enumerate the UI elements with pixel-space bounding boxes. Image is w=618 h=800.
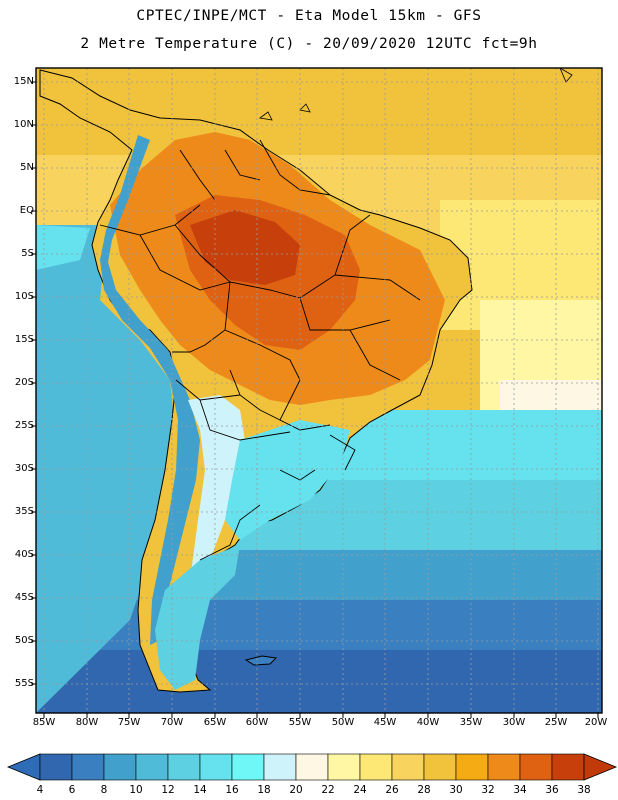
colorbar-cell-22-24 — [327, 753, 361, 781]
colorbar-label-22: 22 — [321, 784, 335, 796]
lat-label-eq: EQ — [19, 205, 34, 216]
colorbar-cell-26-28 — [391, 753, 425, 781]
caribbean-islands — [259, 68, 573, 121]
pampas-cool-field — [225, 420, 350, 540]
colorbar-label-20: 20 — [289, 784, 303, 796]
lon-label-40w: 40W — [416, 717, 440, 728]
lat-label-15s: 15S — [14, 334, 34, 345]
country-borders — [99, 139, 421, 561]
map-title: CPTEC/INPE/MCT - Eta Model 15km - GFS — [136, 8, 482, 24]
lon-label-85w: 85W — [32, 717, 56, 728]
lon-label-20w: 20W — [584, 717, 608, 728]
lat-label-30s: 30S — [14, 463, 34, 474]
pacific-cold-field — [36, 225, 175, 713]
map-subtitle: 2 Metre Temperature (C) - 20/09/2020 12U… — [80, 36, 538, 52]
lat-label-45s: 45S — [14, 592, 34, 603]
ocean-field-south-3 — [36, 650, 602, 713]
colorbar-label-8: 8 — [100, 784, 108, 796]
andes-cold-strip — [100, 135, 200, 645]
andes-cool-strip — [188, 395, 245, 600]
falklands-land — [244, 655, 278, 666]
lat-label-5s: 5S — [21, 248, 34, 259]
lon-label-45w: 45W — [373, 717, 397, 728]
colorbar-cell-24-26 — [359, 753, 393, 781]
graticule — [36, 68, 602, 713]
lon-label-50w: 50W — [331, 717, 355, 728]
colorbar-label-18: 18 — [257, 784, 271, 796]
lat-label-55s: 55S — [14, 678, 34, 689]
lon-label-65w: 65W — [203, 717, 227, 728]
colorbar-label-36: 36 — [545, 784, 559, 796]
colorbar-label-28: 28 — [417, 784, 431, 796]
lat-label-10s: 10S — [14, 291, 34, 302]
colorbar-cell-10-12 — [135, 753, 169, 781]
colorbar-cell-4-6 — [39, 753, 73, 781]
lon-label-70w: 70W — [160, 717, 184, 728]
extreme-hot-core — [190, 210, 300, 285]
pacific-cool-field — [36, 225, 90, 270]
lat-label-35s: 35S — [14, 506, 34, 517]
colorbar-label-30: 30 — [449, 784, 463, 796]
colorbar-low-arrow — [6, 753, 41, 781]
lat-label-15n: 15N — [13, 76, 34, 87]
lon-label-25w: 25W — [544, 717, 568, 728]
colorbar-cell-34-36 — [519, 753, 553, 781]
lat-label-40s: 40S — [14, 549, 34, 560]
colorbar-cell-6-8 — [71, 753, 105, 781]
colorbar-cell-20-22 — [295, 753, 329, 781]
colorbar-label-10: 10 — [129, 784, 143, 796]
colorbar-label-32: 32 — [481, 784, 495, 796]
colorbar-label-34: 34 — [513, 784, 527, 796]
colorbar-cell-32-34 — [487, 753, 521, 781]
lon-label-60w: 60W — [245, 717, 269, 728]
axis-ticks — [31, 81, 599, 718]
colorbar-label-26: 26 — [385, 784, 399, 796]
colorbar-label-16: 16 — [225, 784, 239, 796]
colorbar-label-4: 4 — [36, 784, 44, 796]
colorbar-cell-36-38 — [551, 753, 585, 781]
lon-label-80w: 80W — [75, 717, 99, 728]
lat-label-20s: 20S — [14, 377, 34, 388]
colorbar — [6, 753, 618, 781]
lon-label-75w: 75W — [117, 717, 141, 728]
lat-label-5n: 5N — [20, 162, 34, 173]
colorbar-cell-18-20 — [263, 753, 297, 781]
lon-label-30w: 30W — [502, 717, 526, 728]
colorbar-cell-12-14 — [167, 753, 201, 781]
lat-label-10n: 10N — [13, 119, 34, 130]
patagonia-cold-field — [155, 545, 240, 690]
colorbar-label-24: 24 — [353, 784, 367, 796]
lon-label-35w: 35W — [459, 717, 483, 728]
map-frame — [35, 67, 603, 714]
colorbar-label-38: 38 — [577, 784, 591, 796]
colorbar-label-14: 14 — [193, 784, 207, 796]
colorbar-high-arrow — [583, 753, 618, 781]
colorbar-label-6: 6 — [68, 784, 76, 796]
colorbar-cell-30-32 — [455, 753, 489, 781]
lon-label-55w: 55W — [288, 717, 312, 728]
lat-label-50s: 50S — [14, 635, 34, 646]
colorbar-cell-14-16 — [199, 753, 233, 781]
colorbar-cell-28-30 — [423, 753, 457, 781]
lat-label-25s: 25S — [14, 420, 34, 431]
colorbar-cell-8-10 — [103, 753, 137, 781]
colorbar-cell-16-18 — [231, 753, 265, 781]
colorbar-label-12: 12 — [161, 784, 175, 796]
